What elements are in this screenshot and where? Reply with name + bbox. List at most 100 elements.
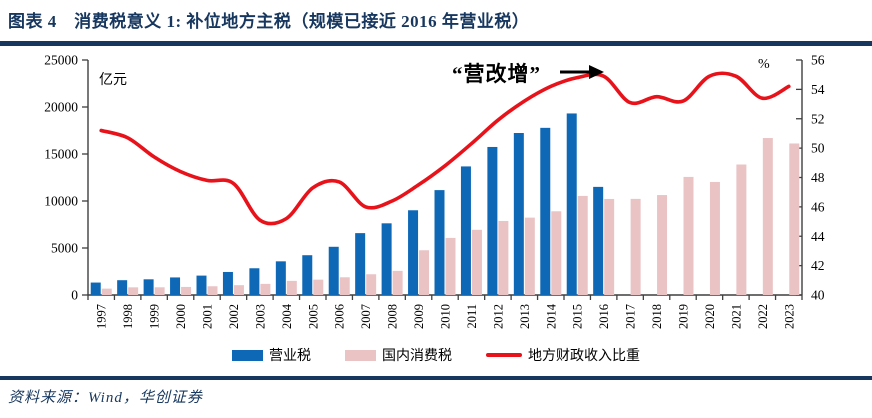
title-divider (0, 41, 872, 46)
x-axis-year-label: 2005 (306, 304, 320, 329)
bar-xiaofeishui-2009 (419, 250, 430, 295)
bar-xiaofeishui-2008 (392, 270, 403, 295)
legend-item: 营业税 (232, 345, 311, 365)
bar-yingyeshui-2013 (513, 133, 524, 295)
bar-xiaofeishui-1998 (128, 287, 139, 295)
left-axis-unit-label: 亿元 (99, 72, 127, 88)
y-axis-right-tick-label: 56 (811, 53, 825, 68)
bar-xiaofeishui-2018 (657, 195, 668, 295)
x-axis-year-label: 2006 (333, 304, 347, 329)
legend-bar-swatch (345, 349, 376, 361)
bar-xiaofeishui-2007 (366, 274, 377, 295)
bar-yingyeshui-1999 (143, 279, 154, 295)
bar-yingyeshui-2015 (566, 113, 577, 296)
x-axis-year-label: 2008 (386, 304, 400, 329)
x-axis-year-label: 2001 (201, 304, 215, 329)
x-axis-year-label: 2019 (677, 304, 691, 329)
y-axis-left-tick-label: 0 (71, 288, 78, 303)
bar-yingyeshui-2004 (275, 261, 286, 295)
figure-title: 图表 4 消费税意义 1: 补位地方主税（规模已接近 2016 年营业税） (8, 12, 530, 31)
legend-label: 地方财政收入比重 (528, 349, 640, 364)
bar-xiaofeishui-2011 (471, 229, 482, 295)
x-axis-year-label: 2000 (174, 304, 188, 329)
bar-xiaofeishui-2017 (630, 198, 641, 295)
bar-yingyeshui-2010 (434, 190, 445, 295)
x-axis-year-label: 2004 (280, 303, 294, 329)
bar-yingyeshui-2011 (460, 166, 471, 295)
bar-xiaofeishui-2004 (286, 280, 297, 295)
bar-yingyeshui-1997 (90, 282, 101, 295)
bar-xiaofeishui-2005 (313, 279, 324, 295)
y-axis-right-tick-label: 40 (811, 288, 825, 303)
bar-xiaofeishui-2021 (736, 164, 747, 295)
y-axis-left-tick-label: 5000 (51, 241, 78, 256)
bar-xiaofeishui-2002 (233, 285, 244, 295)
chart-legend: 营业税 国内消费税 地方财政收入比重 (0, 346, 872, 364)
legend-label: 营业税 (269, 349, 311, 364)
source-note: 资料来源：Wind，华创证券 (8, 390, 203, 406)
bar-yingyeshui-2009 (408, 210, 419, 295)
bar-yingyeshui-1998 (117, 280, 128, 295)
bar-xiaofeishui-2013 (524, 217, 535, 295)
x-axis-year-label: 2014 (544, 303, 558, 329)
y-axis-right-tick-label: 54 (811, 82, 825, 97)
x-axis-year-label: 2021 (729, 304, 743, 329)
x-axis-year-label: 2020 (703, 304, 717, 329)
x-axis-year-label: 2018 (650, 304, 664, 329)
x-axis-year-label: 2007 (359, 304, 373, 329)
annotation-yinggaizeng: “营改增” (452, 62, 541, 86)
x-axis-year-label: 2015 (571, 304, 585, 329)
x-axis-year-label: 1998 (121, 304, 135, 329)
bar-yingyeshui-2016 (593, 186, 604, 295)
bar-xiaofeishui-2020 (709, 181, 720, 295)
legend-item: 国内消费税 (345, 345, 452, 365)
y-axis-left-tick-label: 25000 (44, 53, 78, 68)
y-axis-right-tick-label: 48 (811, 170, 825, 185)
bar-yingyeshui-2012 (487, 146, 498, 295)
x-axis-year-label: 2017 (624, 304, 638, 329)
bar-xiaofeishui-2016 (604, 198, 615, 295)
legend-label: 国内消费税 (382, 349, 452, 364)
bar-yingyeshui-2003 (249, 268, 260, 295)
bar-yingyeshui-2006 (328, 246, 339, 295)
x-axis-year-label: 2016 (597, 304, 611, 329)
y-axis-right-tick-label: 42 (811, 258, 825, 273)
y-axis-right-tick-label: 46 (811, 199, 825, 214)
x-axis-year-label: 2009 (412, 304, 426, 329)
x-axis-year-label: 2011 (465, 304, 479, 329)
bar-xiaofeishui-2003 (260, 283, 271, 295)
footer-divider (0, 376, 872, 380)
legend-line-swatch (486, 353, 522, 357)
bar-yingyeshui-2008 (381, 223, 392, 295)
bar-xiaofeishui-2001 (207, 286, 218, 295)
y-axis-right-tick-label: 44 (811, 229, 825, 244)
legend-item: 地方财政收入比重 (486, 345, 640, 365)
x-axis-year-label: 2002 (227, 304, 241, 329)
right-arrow-icon (589, 65, 604, 79)
combo-chart: 0 5000 10000 15000 20000 25000 40 42 44 46 48 50 52 5… (44, 53, 825, 330)
bar-yingyeshui-2002 (222, 271, 233, 295)
line-local-fiscal-share (99, 71, 791, 226)
y-axis-left-tick-label: 10000 (44, 194, 78, 209)
bar-yingyeshui-2001 (196, 275, 207, 295)
bar-yingyeshui-2000 (170, 277, 181, 295)
x-axis-year-label: 2023 (782, 304, 796, 329)
x-axis-year-label: 2022 (756, 304, 770, 329)
bar-xiaofeishui-2019 (683, 176, 694, 295)
bar-xiaofeishui-2023 (789, 143, 800, 295)
bar-yingyeshui-2014 (540, 127, 551, 295)
bar-xiaofeishui-2010 (445, 237, 456, 295)
bar-xiaofeishui-2006 (339, 277, 350, 295)
y-axis-left-tick-label: 15000 (44, 147, 78, 162)
x-axis-year-label: 2012 (491, 304, 505, 329)
x-axis-year-label: 2010 (439, 304, 453, 329)
bar-xiaofeishui-2000 (181, 286, 192, 295)
bar-xiaofeishui-2015 (577, 195, 588, 295)
bar-xiaofeishui-2012 (498, 220, 509, 295)
y-axis-left-tick-label: 20000 (44, 100, 78, 115)
x-axis-year-label: 1997 (95, 304, 109, 329)
bar-yingyeshui-2005 (302, 255, 313, 295)
bar-xiaofeishui-2014 (551, 211, 562, 295)
bar-xiaofeishui-2022 (762, 138, 773, 295)
